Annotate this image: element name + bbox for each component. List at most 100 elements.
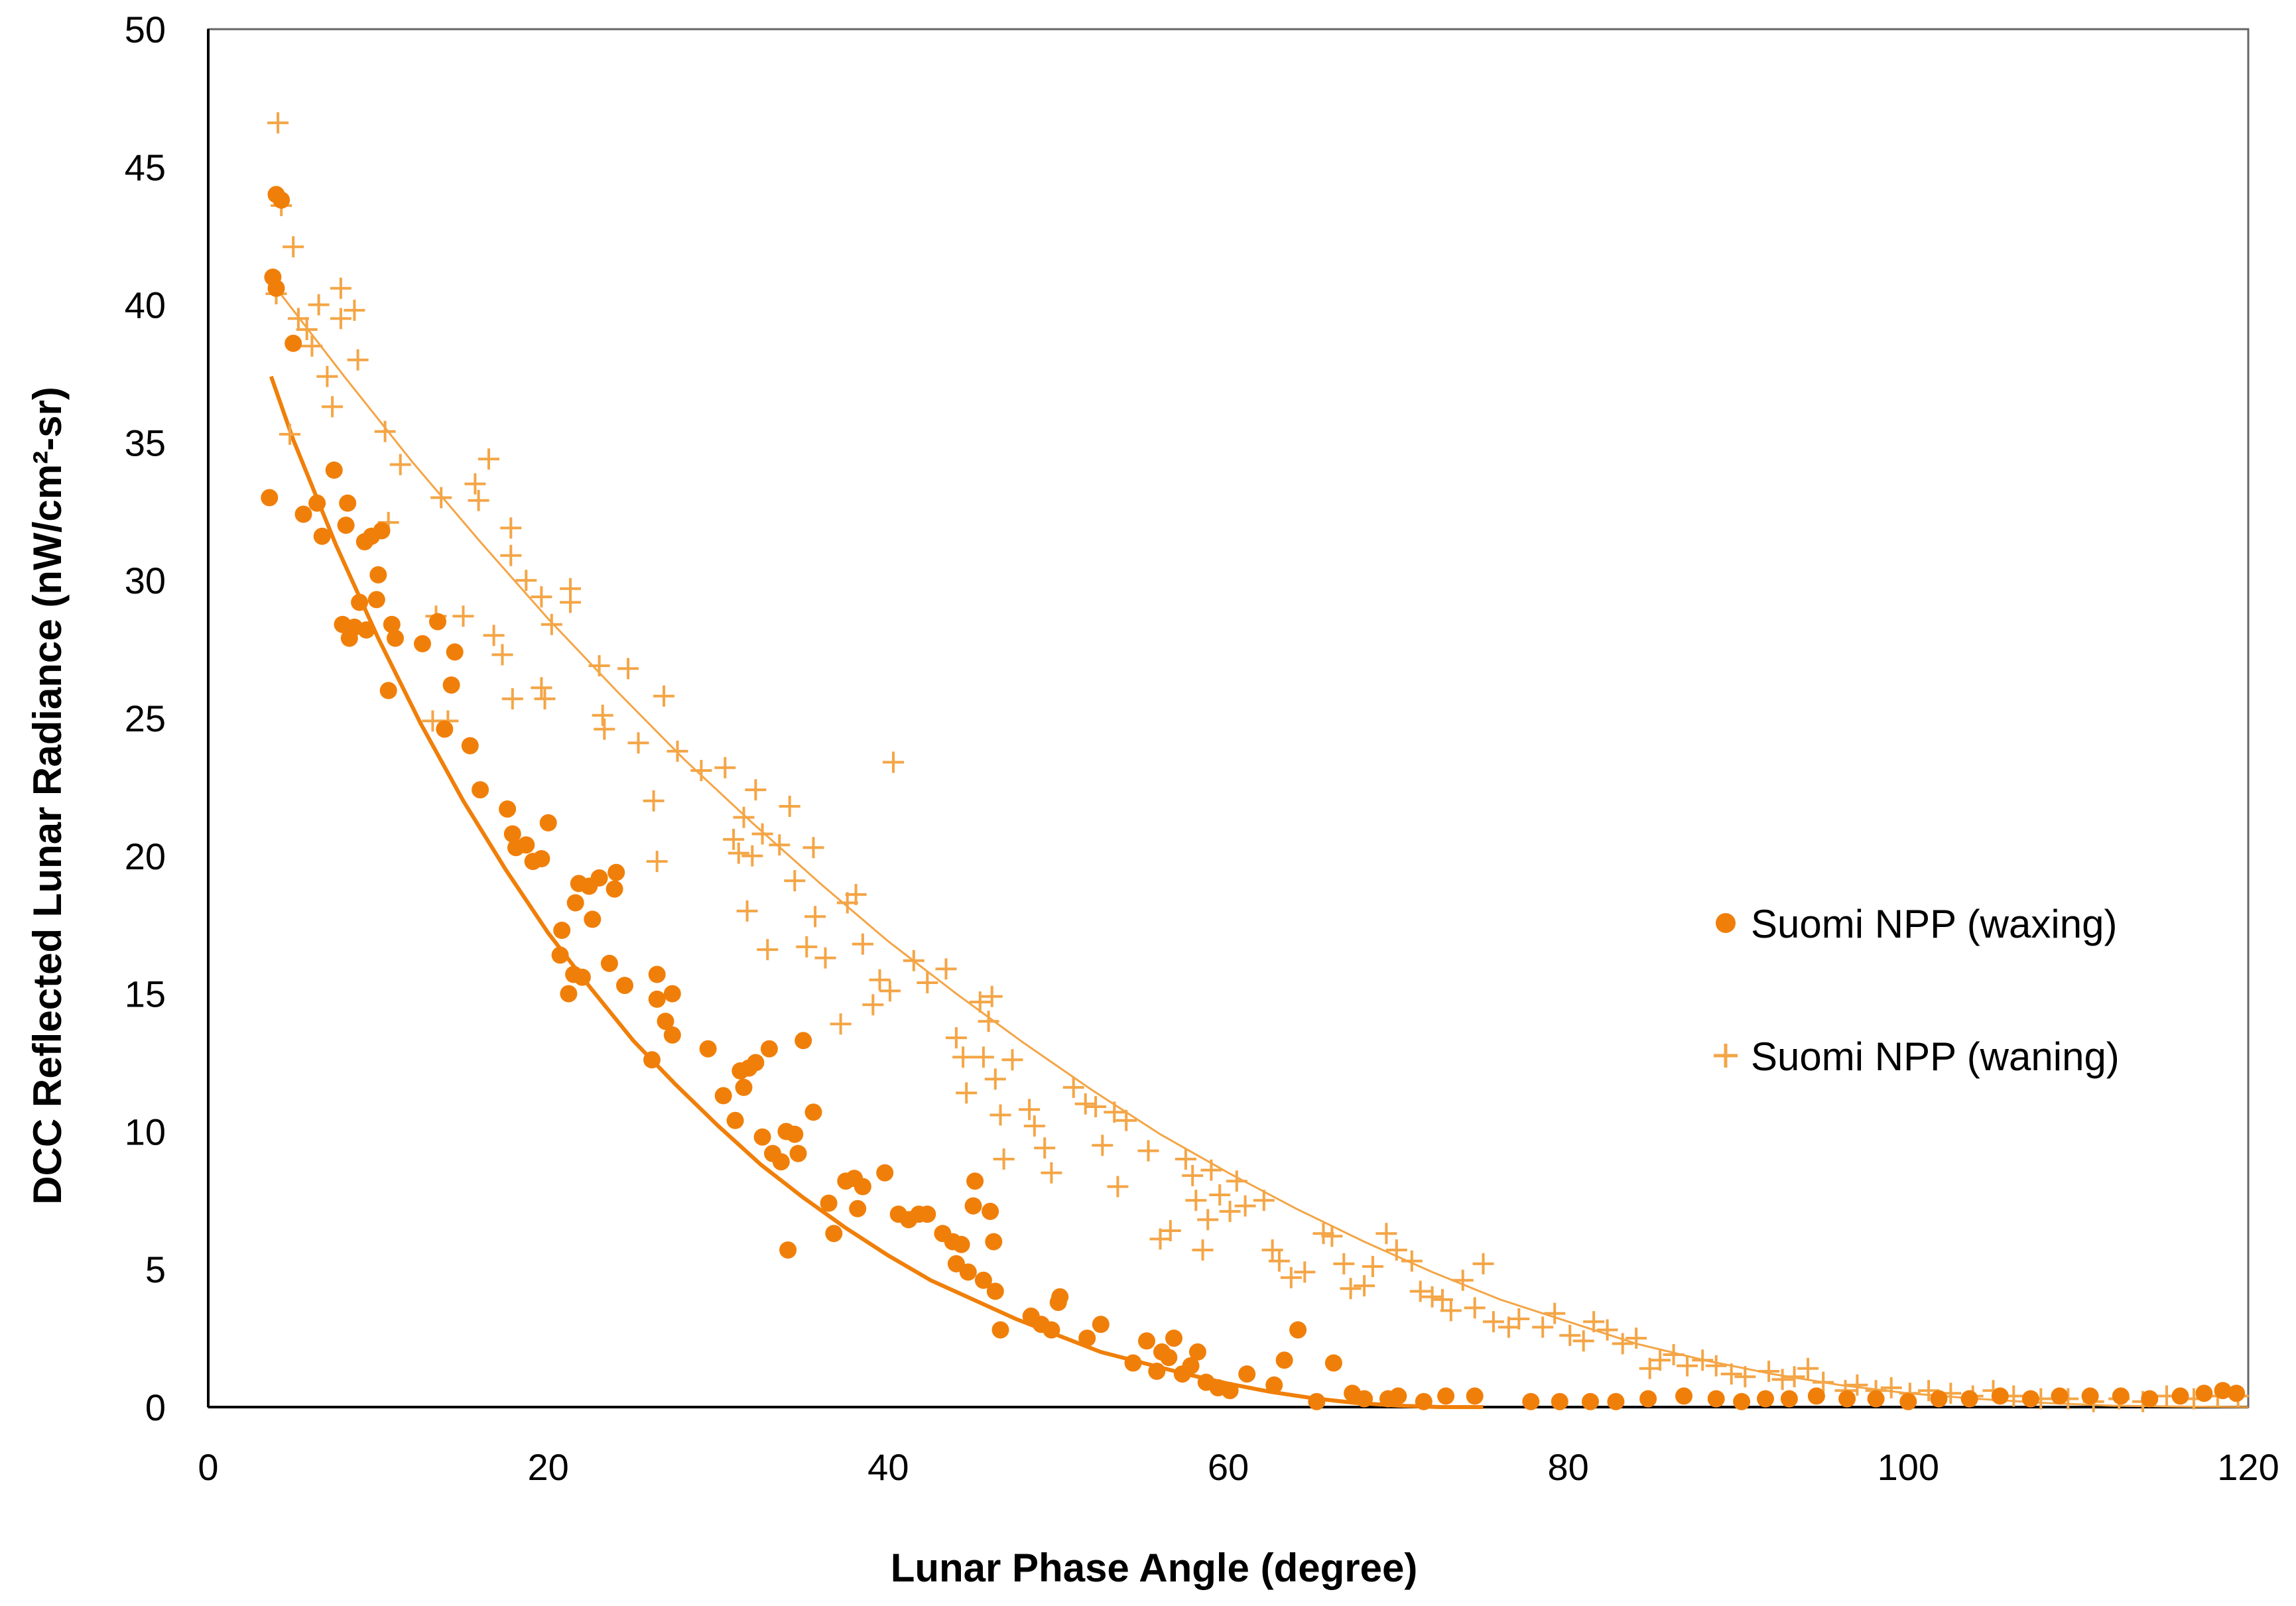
waning-data-point [956,1082,978,1104]
waxing-data-point [551,946,569,964]
waning-data-point [1268,1250,1290,1272]
waning-data-point [1092,1135,1114,1156]
waxing-data-point [1160,1349,1178,1367]
waxing-data-point [472,781,489,799]
x-tick-label: 80 [1548,1446,1589,1488]
y-tick-label: 40 [125,284,166,326]
x-axis-title: Lunar Phase Angle (degree) [891,1546,1418,1590]
waxing-data-point [966,1172,984,1190]
waning-data-point [779,796,800,817]
waning-data-point [653,685,674,707]
waxing-data-point [369,566,387,584]
waxing-data-point [795,1032,812,1050]
waxing-data-point [446,643,464,661]
waning-data-point [1918,1380,1940,1402]
y-axis-title: DCC Reflected Lunar Radiance (nW/cm²-sr) [25,387,70,1205]
waning-data-point [1137,1140,1159,1162]
waxing-data-point [1675,1387,1692,1405]
waxing-data-point [1238,1365,1256,1383]
waning-data-point [515,570,537,591]
waxing-data-point [1522,1392,1540,1410]
waning-data-point [646,851,668,873]
waning-data-point [1340,1278,1362,1300]
waning-data-point [347,349,369,371]
waxing-data-point [1757,1390,1774,1408]
waxing-data-point [539,814,557,832]
legend-waxing-label: Suomi NPP (waxing) [1751,902,2117,946]
waning-data-point [1440,1300,1462,1322]
waxing-data-point [1807,1387,1825,1405]
waxing-data-point [436,720,454,738]
waxing-data-point [985,1233,1003,1251]
waxing-data-point [442,676,460,694]
waning-data-point [283,236,304,258]
waxing-data-point [1780,1390,1798,1408]
waning-data-point [862,994,884,1016]
waning-data-point [1813,1371,1834,1393]
waxing-data-point [986,1282,1004,1300]
waning-data-point [1508,1308,1530,1329]
waxing-data-point [1437,1387,1455,1405]
waning-data-point [723,828,745,850]
waxing-data-point [964,1197,982,1215]
waning-data-point [617,658,639,680]
waxing-data-point [2141,1390,2159,1408]
waxing-data-point [726,1111,744,1129]
waning-data-point [736,900,758,922]
waxing-data-point [2112,1387,2130,1405]
waning-data-point [769,834,791,856]
waxing-data-point [1221,1382,1239,1400]
waning-data-point [296,319,318,340]
waxing-data-point [1466,1387,1484,1405]
waxing-data-point [267,279,285,297]
y-tick-label: 25 [125,698,166,739]
waning-data-point [741,845,763,867]
waning-data-point [993,1148,1015,1170]
x-tick-label: 40 [867,1446,909,1488]
waxing-data-point [553,922,571,939]
waxing-data-point [1188,1343,1206,1361]
waxing-data-point [607,863,625,881]
waning-data-point [1354,1275,1375,1297]
waxing-data-point [1389,1387,1407,1405]
x-tick-label: 20 [528,1446,569,1488]
waning-data-point [1104,1101,1125,1123]
waning-data-point [330,308,351,330]
y-tick-label: 5 [145,1249,166,1290]
waning-data-point [1705,1355,1727,1377]
waxing-data-point [1138,1332,1155,1350]
waning-data-point [267,112,289,134]
waning-data-point [757,939,779,961]
waning-data-point [594,718,615,740]
waning-data-point [1432,1288,1453,1310]
waxing-data-point [991,1321,1009,1339]
waxing-data-point [503,825,521,843]
waxing-data-point [313,527,331,545]
waning-data-point [643,790,665,812]
waxing-data-point [560,985,578,1003]
waxing-data-point [379,682,397,700]
waxing-data-point [1265,1376,1283,1394]
waning-data-point [483,625,505,647]
waxing-data-point [1043,1321,1060,1339]
y-tick-label: 15 [125,973,166,1015]
waning-data-point [1472,1253,1494,1274]
waxing-data-point [1930,1390,1948,1408]
waxing-data-point [600,954,618,972]
waxing-data-point [1960,1390,1978,1408]
waning-data-point [541,613,562,635]
waning-data-point [814,947,836,969]
waxing-data-point [1324,1354,1342,1372]
waxing-data-point [779,1241,797,1259]
waning-data-point [1362,1256,1383,1277]
waning-data-point [1023,1115,1045,1137]
waning-data-point [935,958,957,980]
waning-data-point [287,308,309,330]
waning-data-point [1771,1369,1793,1390]
waning-data-point [1321,1225,1343,1247]
waning-data-point [468,489,489,511]
waning-data-point [430,487,452,509]
waxing-data-point [2214,1382,2232,1400]
waning-data-point [1663,1344,1685,1365]
waxing-data-point [1308,1392,1326,1410]
